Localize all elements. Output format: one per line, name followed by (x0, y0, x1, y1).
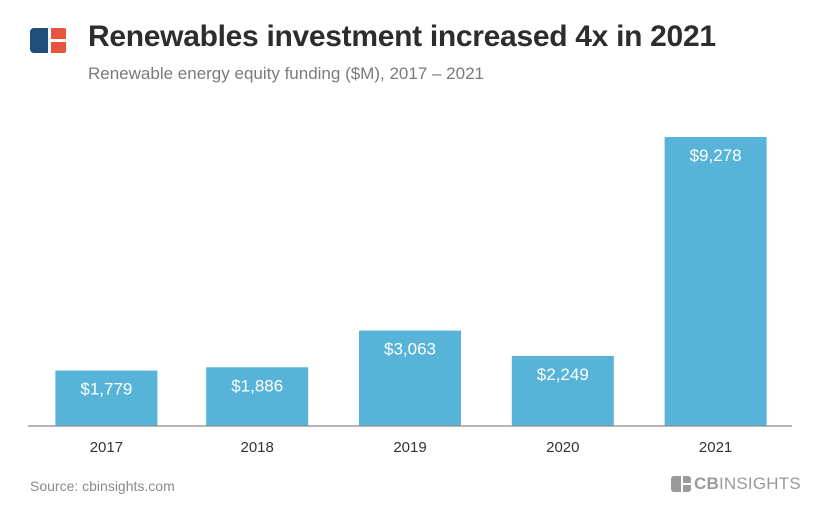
chart-title: Renewables investment increased 4x in 20… (88, 20, 716, 53)
bar-2019 (359, 330, 461, 426)
x-tick-label-2018: 2018 (241, 439, 274, 456)
bar-2017 (55, 370, 158, 426)
x-tick-label-2021: 2021 (699, 439, 732, 456)
bar-2018 (206, 367, 309, 426)
x-tick-label-2017: 2017 (90, 439, 123, 456)
data-label-2019: $3,063 (384, 340, 436, 359)
brand-wordmark: CB INSIGHTS (671, 474, 801, 494)
data-label-2017: $1,779 (80, 380, 132, 399)
cb-insights-logo (30, 28, 66, 53)
bar-2021 (664, 137, 767, 426)
x-tick-label-2020: 2020 (546, 439, 579, 456)
cb-brand-icon (671, 476, 691, 492)
brand-insights-text: INSIGHTS (718, 474, 801, 493)
source-note: Source: cbinsights.com (30, 478, 175, 494)
x-tick-label-2019: 2019 (393, 439, 426, 456)
chart-subtitle: Renewable energy equity funding ($M), 20… (88, 64, 484, 83)
brand-cb-text: CB (694, 474, 719, 493)
data-label-2020: $2,249 (537, 365, 589, 384)
data-label-2021: $9,278 (690, 146, 742, 165)
bar-2020 (511, 355, 614, 426)
data-label-2018: $1,886 (231, 376, 283, 395)
